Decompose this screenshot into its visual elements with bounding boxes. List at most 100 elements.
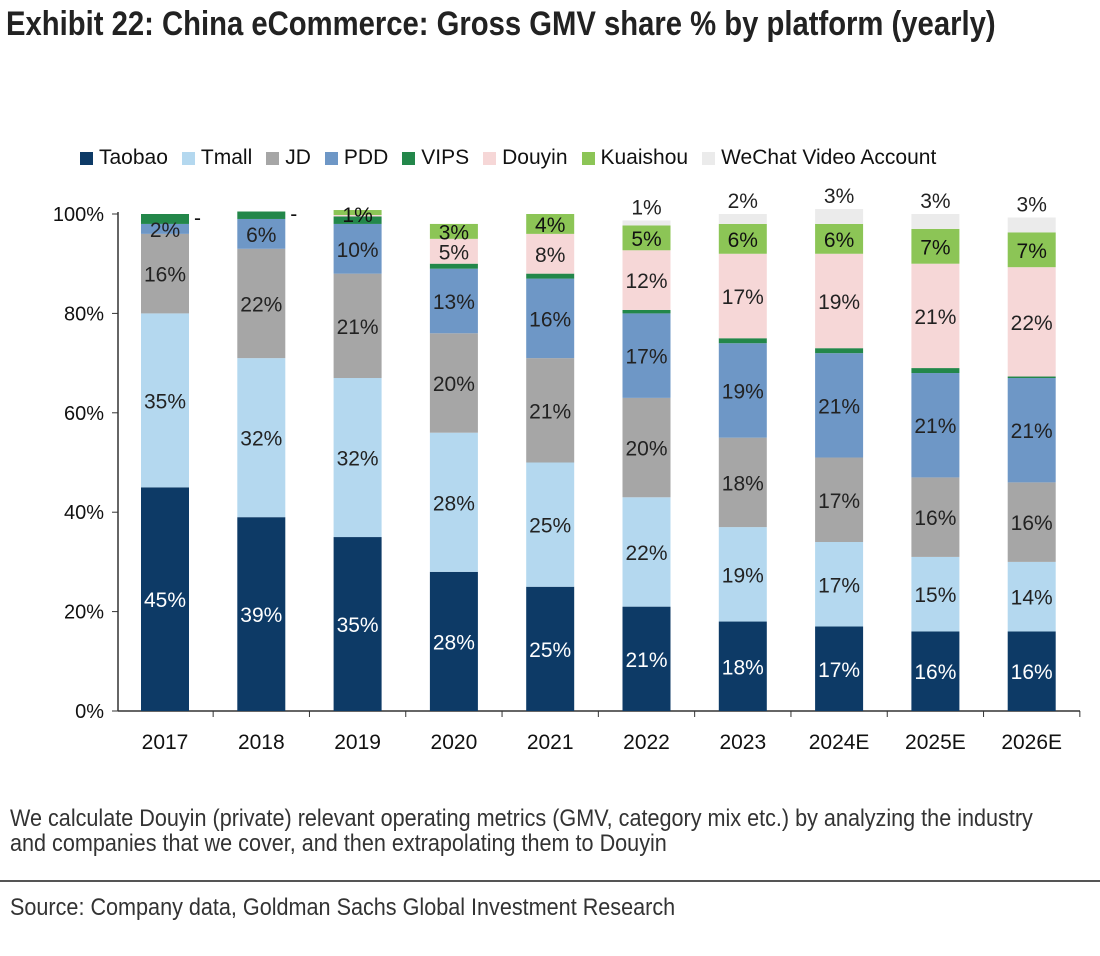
legend-swatch xyxy=(702,151,716,165)
legend-item: Kuaishou xyxy=(581,146,689,170)
data-label: 1% xyxy=(631,196,661,219)
bar-tmall xyxy=(429,432,478,572)
x-tick-label: 2026E xyxy=(1001,731,1062,754)
bar-wechat-video-account xyxy=(911,214,960,229)
data-label: 16% xyxy=(1011,661,1053,684)
data-label: 18% xyxy=(722,472,764,495)
bar-tmall xyxy=(1007,561,1056,632)
legend-item: VIPS xyxy=(402,146,469,170)
bar-taobao xyxy=(333,537,382,711)
legend-item: PDD xyxy=(324,146,389,170)
data-label: 25% xyxy=(529,639,571,662)
legend-swatch xyxy=(324,151,338,165)
bar-taobao xyxy=(1007,631,1056,711)
bar-jd xyxy=(429,333,478,433)
data-label: 45% xyxy=(144,589,186,612)
legend-label: Kuaishou xyxy=(600,146,689,169)
x-tick-label: 2022 xyxy=(623,731,670,754)
bar-douyin xyxy=(622,250,671,310)
legend-label: JD xyxy=(285,146,311,169)
data-label: 6% xyxy=(728,229,758,252)
data-label: 3% xyxy=(439,221,469,244)
bar-pdd xyxy=(237,218,286,249)
x-tick-label: 2017 xyxy=(142,731,189,754)
data-label: 19% xyxy=(722,564,764,587)
bar-taobao xyxy=(429,571,478,711)
data-label: 21% xyxy=(914,306,956,329)
data-label: 22% xyxy=(1011,312,1053,335)
bar-pdd xyxy=(911,373,960,478)
data-label: 16% xyxy=(914,507,956,530)
bar-pdd xyxy=(526,278,575,359)
data-label: 17% xyxy=(818,659,860,682)
data-label: 18% xyxy=(722,656,764,679)
data-label: 7% xyxy=(920,236,950,259)
data-label: 3% xyxy=(920,190,950,213)
bar-jd xyxy=(141,233,189,314)
data-label: 13% xyxy=(433,291,475,314)
bar-douyin xyxy=(429,238,478,264)
data-label: 17% xyxy=(818,490,860,513)
legend-item: WeChat Video Account xyxy=(702,146,936,170)
legend-swatch xyxy=(483,151,497,165)
data-label: 10% xyxy=(337,239,379,262)
bar-douyin xyxy=(911,263,960,369)
bar-kuaishou xyxy=(911,228,960,264)
bar-taobao xyxy=(718,621,767,711)
bar-pdd xyxy=(429,268,478,334)
bar-jd xyxy=(526,358,575,463)
data-label: 16% xyxy=(1011,512,1053,535)
data-label: 1% xyxy=(342,204,372,227)
x-tick-label: 2020 xyxy=(431,731,478,754)
bar-tmall xyxy=(333,378,382,538)
bar-jd xyxy=(815,457,864,543)
legend-label: Tmall xyxy=(200,146,253,169)
footnote: We calculate Douyin (private) relevant o… xyxy=(10,805,1033,857)
bar-jd xyxy=(333,273,382,379)
x-tick-label: 2018 xyxy=(238,731,285,754)
data-label: 7% xyxy=(1017,240,1047,263)
bar-jd xyxy=(911,477,960,557)
data-label: 16% xyxy=(529,308,571,331)
bar-vips xyxy=(333,216,382,224)
data-label: 28% xyxy=(433,492,475,515)
data-label: 17% xyxy=(818,574,860,597)
bar-pdd xyxy=(1007,378,1056,483)
bar-taobao xyxy=(141,487,189,711)
data-label: 6% xyxy=(246,224,276,247)
data-label: - xyxy=(290,203,297,226)
legend-label: PDD xyxy=(343,146,389,169)
bar-vips xyxy=(718,338,767,344)
bar-kuaishou xyxy=(333,210,382,215)
data-label: 12% xyxy=(625,270,667,293)
data-label: 28% xyxy=(433,631,475,654)
y-tick-label: 0% xyxy=(75,701,104,723)
data-label: 2% xyxy=(150,219,180,242)
data-label: 22% xyxy=(625,542,667,565)
stacked-bar-chart: 0%20%40%60%80%100%201745%35%16%2%-201839… xyxy=(53,185,1081,754)
bar-vips xyxy=(141,214,189,224)
data-label: 14% xyxy=(1011,587,1053,610)
bar-pdd xyxy=(141,223,189,234)
data-label: 21% xyxy=(337,316,379,339)
legend-label: Taobao xyxy=(99,146,168,169)
legend-item: Taobao xyxy=(80,146,168,170)
bar-douyin xyxy=(333,214,382,217)
bar-jd xyxy=(237,248,286,359)
data-label: 17% xyxy=(722,286,764,309)
bar-taobao xyxy=(815,626,864,711)
data-label: 21% xyxy=(818,395,860,418)
data-label: 21% xyxy=(625,649,667,672)
bar-vips xyxy=(429,263,478,269)
bar-vips xyxy=(237,211,286,219)
data-label: 21% xyxy=(1011,420,1053,443)
data-label: 4% xyxy=(535,214,565,237)
legend-swatch xyxy=(80,151,93,165)
bar-tmall xyxy=(622,497,671,607)
bar-tmall xyxy=(237,358,286,518)
data-label: 39% xyxy=(240,604,282,627)
y-tick-label: 80% xyxy=(64,303,104,325)
bar-taobao xyxy=(237,517,286,711)
bar-kuaishou xyxy=(815,223,864,254)
x-tick-label: 2025E xyxy=(905,731,966,754)
